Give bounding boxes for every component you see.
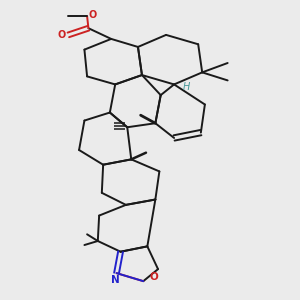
Text: O: O <box>88 10 97 20</box>
Text: O: O <box>150 272 158 282</box>
Text: H: H <box>182 82 190 92</box>
Text: N: N <box>111 275 120 285</box>
Text: O: O <box>58 30 66 40</box>
